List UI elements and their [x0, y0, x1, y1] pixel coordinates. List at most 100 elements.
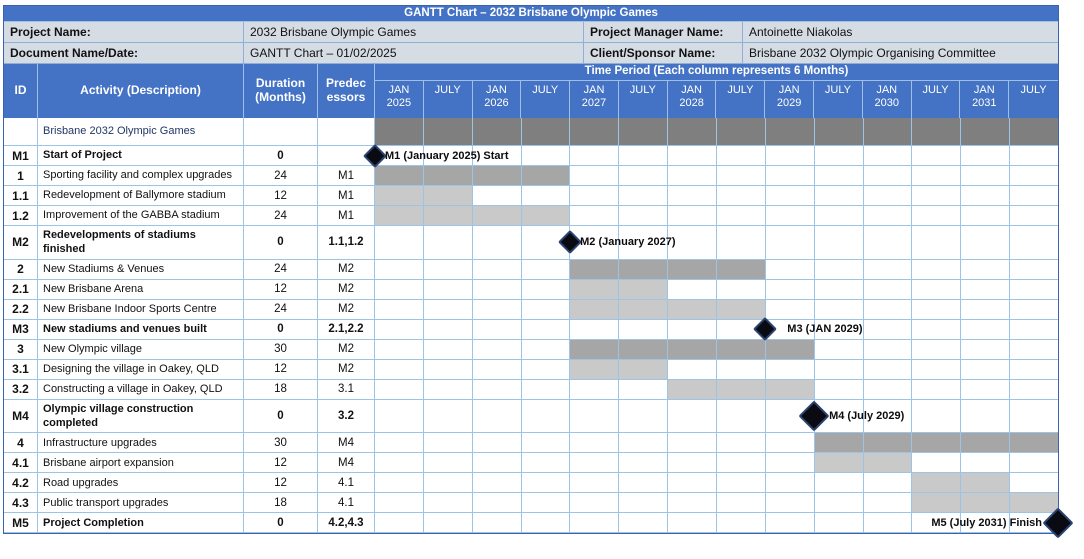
activity-cell: Redevelopment of Ballymore stadium: [38, 186, 244, 205]
gantt-table: GANTT Chart – 2032 Brisbane Olympic Game…: [3, 5, 1074, 539]
grid-cell: [668, 473, 718, 493]
row-id-cell: M3: [4, 319, 38, 339]
grid-cell: [424, 339, 473, 359]
grid-cell: [424, 513, 473, 533]
predecessors-cell: M2: [318, 339, 375, 359]
grid-cell: [473, 473, 522, 493]
timeline-column-header: JULY: [716, 81, 766, 118]
grid-cell: [375, 339, 424, 359]
timeline-column-header: JAN 2031: [960, 81, 1010, 118]
grid-cell: [717, 226, 766, 259]
document-title: GANTT Chart – 2032 Brisbane Olympic Game…: [4, 6, 1058, 22]
table-row: 4.3 Public transport upgrades 18 4.1: [4, 493, 1058, 514]
activity-cell: Sporting facility and complex upgrades: [38, 166, 244, 185]
grid-cell: [864, 279, 913, 299]
predecessors-cell: [318, 118, 375, 145]
activity-cell: Infrastructure upgrades: [38, 433, 244, 453]
grid-cell: [766, 279, 815, 299]
activity-cell: New Stadiums & Venues: [38, 259, 244, 279]
grid-cell: [766, 206, 815, 225]
gantt-row-chart: [375, 359, 1058, 379]
gantt-bar: [375, 186, 473, 205]
grid-cell: [424, 259, 473, 279]
grid-cell: [912, 379, 962, 399]
grid-cell: [717, 359, 766, 379]
grid-cell: [1010, 340, 1058, 359]
grid-cell: [815, 379, 864, 399]
row-id-cell: 1.2: [4, 206, 38, 225]
row-id-cell: 4.3: [4, 493, 38, 513]
grid-cell: [815, 513, 864, 533]
gantt-row-chart: [375, 206, 1058, 225]
activity-cell: Constructing a village in Oakey, QLD: [38, 379, 244, 399]
milestone-label: M3 (JAN 2029): [787, 323, 863, 336]
gantt-row-chart: [375, 299, 1058, 319]
grid-cell: [424, 226, 473, 259]
gantt-bar: [570, 279, 668, 299]
project-manager-label: Project Manager Name:: [584, 22, 743, 43]
document-name-value: GANTT Chart – 01/02/2025: [244, 43, 584, 64]
grid-cell: [522, 259, 571, 279]
gantt-bar: [911, 473, 1010, 493]
grid-cell: [912, 279, 962, 299]
gantt-row-chart: [375, 259, 1058, 279]
grid-cell: [473, 399, 522, 433]
grid-cell: [864, 146, 913, 165]
table-row: M5 Project Completion 0 4.2,4.3 M5 (July 203…: [4, 507, 1074, 539]
grid-cell: [1010, 320, 1058, 339]
duration-cell: 0: [244, 399, 318, 433]
grid-lines: [375, 359, 1058, 379]
row-id-cell: M5: [4, 513, 38, 533]
table-row: 4.1 Brisbane airport expansion 12 M4: [4, 453, 1058, 474]
grid-cell: [864, 299, 913, 319]
grid-cell: [619, 433, 669, 453]
grid-cell: [619, 453, 669, 473]
grid-cell: [375, 319, 424, 339]
gantt-row-chart: [375, 186, 1058, 205]
grid-cell: [619, 166, 669, 185]
grid-cell: [912, 166, 962, 185]
gantt-bar: [911, 493, 1058, 513]
grid-cell: [864, 493, 913, 513]
grid-cell: [815, 206, 864, 225]
grid-cell: [961, 319, 1011, 339]
row-id-cell: 4: [4, 433, 38, 453]
gantt-row-chart: [375, 379, 1058, 399]
grid-lines: [375, 226, 1058, 259]
grid-cell: [717, 473, 766, 493]
grid-cell: [864, 166, 913, 185]
grid-cell: [522, 319, 571, 339]
predecessors-column-header: Predec essors: [318, 64, 375, 118]
grid-cell: [815, 359, 864, 379]
grid-cell: [473, 433, 522, 453]
grid-cell: [424, 399, 473, 433]
grid-cell: [424, 379, 473, 399]
grid-cell: [961, 186, 1011, 205]
duration-cell: 0: [244, 146, 318, 165]
grid-cell: [815, 493, 864, 513]
timeline-column-header: JAN 2030: [863, 81, 912, 118]
grid-lines: [375, 319, 1058, 339]
gantt-bar: [375, 206, 571, 225]
grid-cell: [619, 146, 669, 165]
table-row: 2.1 New Brisbane Arena 12 M2: [4, 279, 1058, 300]
duration-cell: [244, 118, 318, 145]
grid-cell: [1010, 166, 1058, 185]
grid-cell: [570, 319, 620, 339]
grid-cell: [864, 259, 913, 279]
grid-cell: [912, 186, 962, 205]
grid-cell: [961, 339, 1011, 359]
grid-cell: [766, 433, 815, 453]
grid-cell: [1010, 300, 1058, 319]
grid-cell: [375, 433, 424, 453]
grid-cell: [473, 339, 522, 359]
predecessors-cell: 4.2,4.3: [318, 513, 375, 533]
row-id-cell: 3: [4, 339, 38, 359]
grid-cell: [473, 299, 522, 319]
timeline-column-header: JAN 2027: [570, 81, 619, 118]
grid-cell: [619, 379, 669, 399]
grid-cell: [522, 146, 571, 165]
row-id-cell: M2: [4, 226, 38, 259]
row-id-cell: 4.1: [4, 453, 38, 473]
gantt-row-chart: M1 (January 2025) Start: [362, 143, 1058, 168]
